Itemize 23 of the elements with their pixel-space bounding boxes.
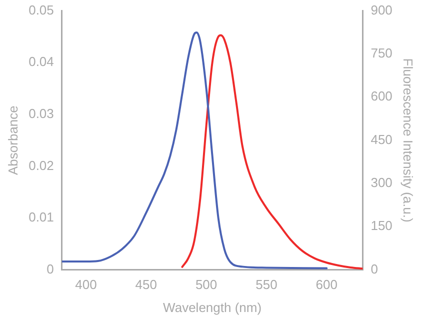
y-tick-label: 0.05 — [28, 2, 54, 18]
line-series — [62, 32, 328, 270]
x-tick-label: 550 — [256, 277, 278, 292]
y2-tick-label: 450 — [370, 132, 392, 147]
y2-tick-label: 900 — [370, 2, 392, 18]
y2-tick-label: 600 — [370, 88, 392, 104]
x-tick-label: 450 — [135, 277, 157, 292]
x-axis-title: Wavelength (nm) — [163, 300, 262, 315]
x-tick-label: 600 — [316, 277, 338, 292]
x-tick-label: 500 — [195, 277, 218, 292]
line-series — [181, 34, 363, 270]
y2-axis-title: Fluorescence Intensity (a.u.) — [400, 58, 416, 222]
y-tick-label: 0.03 — [28, 106, 54, 121]
x-tick-label: 400 — [75, 277, 97, 292]
y2-tick-label: 750 — [370, 46, 392, 61]
y-axis-title: Absorbance — [5, 106, 20, 175]
y-tick-label: 0.02 — [28, 158, 54, 173]
y-tick-label: 0 — [46, 261, 54, 276]
y2-tick-label: 0 — [370, 261, 378, 276]
y2-tick-label: 150 — [370, 218, 392, 234]
y-tick-label: 0.04 — [28, 54, 54, 70]
y-tick-label: 0.01 — [28, 210, 54, 225]
y2-tick-label: 300 — [370, 175, 392, 190]
